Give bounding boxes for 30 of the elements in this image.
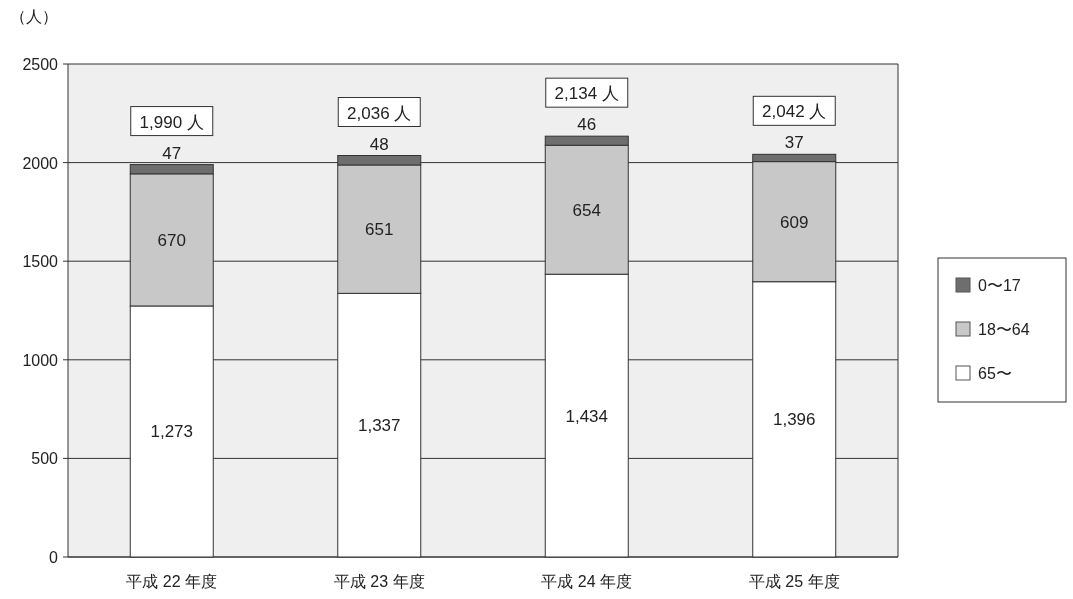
data-label: 1,337 bbox=[357, 416, 401, 436]
x-tick-label: 平成 24 年度 bbox=[541, 573, 633, 590]
total-label: 1,990 人 bbox=[139, 112, 204, 132]
legend-label: 0〜17 bbox=[978, 277, 1021, 294]
x-tick-label: 平成 22 年度 bbox=[126, 573, 218, 590]
data-label: 48 bbox=[369, 134, 389, 154]
legend-label: 65〜 bbox=[978, 365, 1012, 382]
total-label: 2,134 人 bbox=[554, 84, 619, 104]
data-label: 609 bbox=[780, 212, 809, 232]
x-tick-label: 平成 23 年度 bbox=[333, 573, 425, 590]
data-label: 1,434 bbox=[565, 406, 609, 426]
data-label: 651 bbox=[365, 220, 394, 240]
total-label: 2,036 人 bbox=[347, 103, 412, 123]
x-tick-label: 平成 25 年度 bbox=[748, 573, 840, 590]
y-tick-label: 500 bbox=[31, 450, 59, 468]
y-axis-title: （人） bbox=[10, 8, 58, 25]
data-label: 37 bbox=[784, 133, 804, 153]
y-tick-label: 0 bbox=[49, 549, 59, 566]
data-label: 47 bbox=[162, 143, 182, 163]
data-label: 654 bbox=[572, 200, 601, 220]
y-tick-label: 1500 bbox=[22, 253, 59, 271]
data-label: 670 bbox=[157, 230, 186, 250]
data-label: 1,396 bbox=[772, 410, 816, 430]
legend-label: 18〜64 bbox=[978, 321, 1030, 338]
y-tick-label: 2000 bbox=[22, 154, 59, 172]
data-label: 46 bbox=[577, 115, 597, 135]
total-label: 2,042 人 bbox=[762, 102, 827, 122]
y-tick-label: 2500 bbox=[22, 56, 59, 73]
y-tick-label: 1000 bbox=[22, 351, 59, 369]
data-label: 1,273 bbox=[150, 422, 194, 442]
